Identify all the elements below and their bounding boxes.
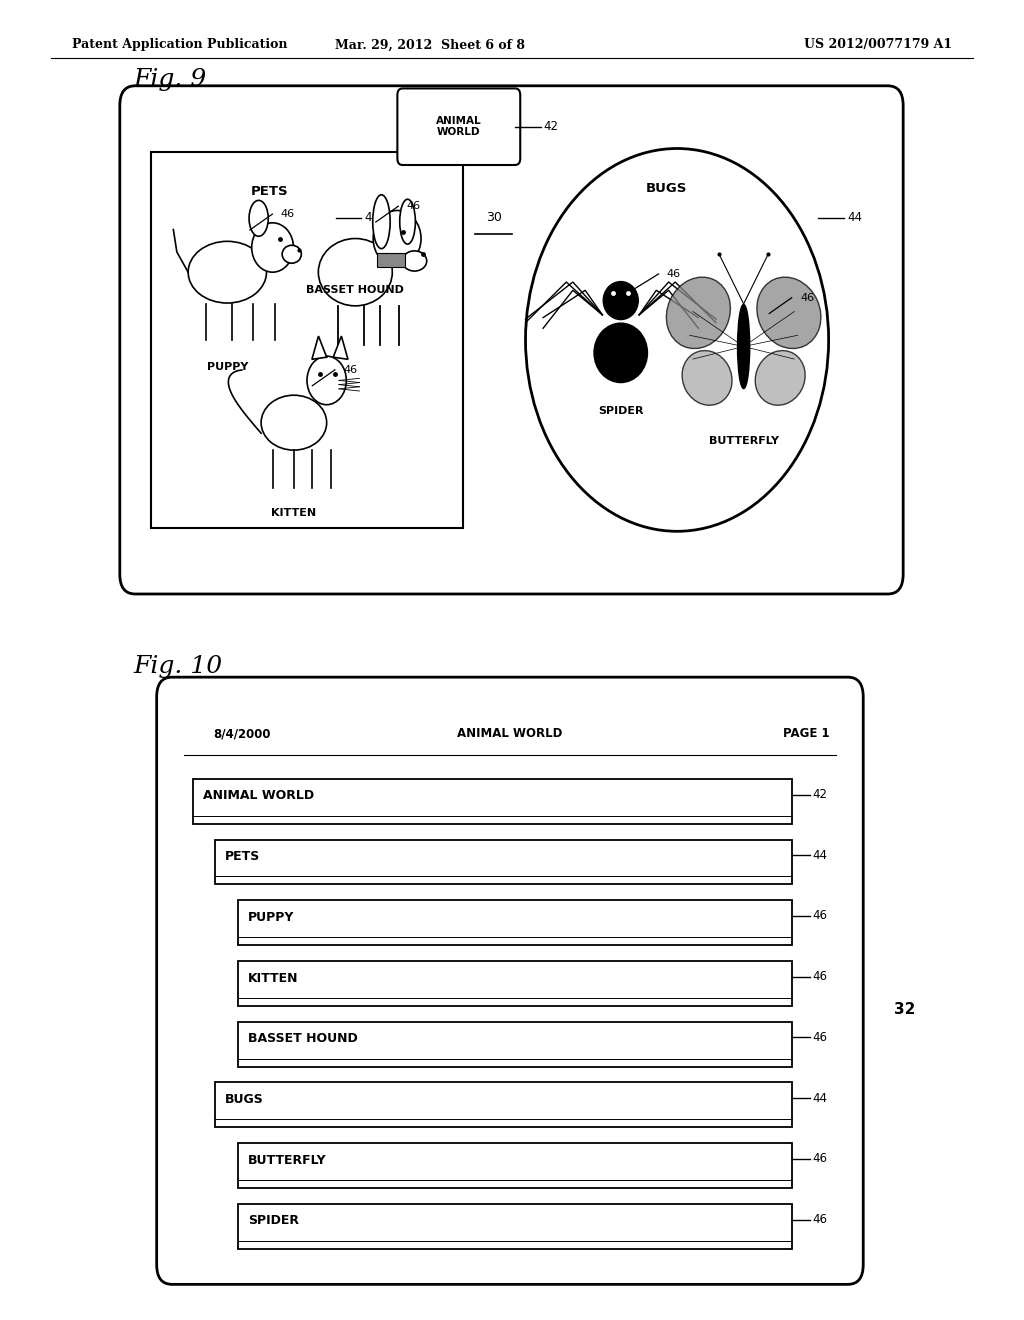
Text: 46: 46 [812,909,827,923]
Polygon shape [333,337,348,359]
Text: US 2012/0077179 A1: US 2012/0077179 A1 [804,38,952,51]
Text: 44: 44 [812,1092,827,1105]
Bar [215,1082,792,1127]
FancyBboxPatch shape [120,86,903,594]
Text: 44: 44 [812,849,827,862]
Text: 42: 42 [812,788,827,801]
Bar [238,1143,792,1188]
Text: 8/4/2000: 8/4/2000 [213,727,270,741]
Text: 44: 44 [847,211,862,224]
Text: 46: 46 [281,209,295,219]
Text: PAGE 1: PAGE 1 [782,727,829,741]
Bar [151,152,463,528]
Text: PETS: PETS [225,850,260,863]
Text: 46: 46 [812,970,827,983]
Bar [238,1022,792,1067]
Ellipse shape [261,395,327,450]
Text: KITTEN: KITTEN [271,508,316,519]
Text: KITTEN: KITTEN [248,972,298,985]
Text: 32: 32 [894,1002,914,1016]
Text: BUGS: BUGS [646,182,687,195]
Text: Fig. 9: Fig. 9 [133,67,207,91]
Text: 46: 46 [812,1031,827,1044]
Bar [238,1204,792,1249]
Ellipse shape [399,199,416,244]
Bar [377,253,404,267]
Text: Patent Application Publication: Patent Application Publication [72,38,287,51]
Ellipse shape [525,149,828,532]
Ellipse shape [307,356,346,405]
Ellipse shape [249,201,268,236]
Text: BASSET HOUND: BASSET HOUND [306,285,404,296]
Text: 46: 46 [407,201,421,211]
Text: ANIMAL
WORLD: ANIMAL WORLD [436,116,481,137]
Ellipse shape [373,210,421,267]
Text: SPIDER: SPIDER [248,1214,299,1228]
Ellipse shape [737,305,750,388]
Ellipse shape [756,351,805,405]
Text: 42: 42 [544,120,559,133]
Ellipse shape [594,323,647,383]
Ellipse shape [667,277,730,348]
Text: Fig. 10: Fig. 10 [133,655,222,678]
Text: BASSET HOUND: BASSET HOUND [248,1032,357,1045]
Ellipse shape [283,246,301,263]
Text: 46: 46 [667,269,681,279]
Text: SPIDER: SPIDER [598,407,643,416]
Text: PETS: PETS [251,185,288,198]
Bar [215,840,792,884]
Ellipse shape [757,277,821,348]
Ellipse shape [402,251,427,271]
Polygon shape [312,337,327,359]
Ellipse shape [373,195,390,248]
Text: PUPPY: PUPPY [248,911,294,924]
FancyBboxPatch shape [397,88,520,165]
Ellipse shape [188,242,266,304]
Text: PUPPY: PUPPY [207,362,248,372]
Text: 30: 30 [485,211,502,224]
Text: 44: 44 [365,211,380,224]
Text: ANIMAL WORLD: ANIMAL WORLD [458,727,562,741]
Ellipse shape [682,351,732,405]
Ellipse shape [252,223,294,272]
Text: 46: 46 [343,364,357,375]
Text: 46: 46 [800,293,814,302]
Bar [238,900,792,945]
Text: Mar. 29, 2012  Sheet 6 of 8: Mar. 29, 2012 Sheet 6 of 8 [335,38,525,51]
Ellipse shape [603,281,638,319]
Text: 46: 46 [812,1152,827,1166]
Bar [238,961,792,1006]
Bar [193,779,792,824]
Text: 46: 46 [812,1213,827,1226]
Text: ANIMAL WORLD: ANIMAL WORLD [203,789,314,803]
Text: BUTTERFLY: BUTTERFLY [248,1154,327,1167]
Text: BUTTERFLY: BUTTERFLY [709,436,778,446]
FancyBboxPatch shape [157,677,863,1284]
Text: BUGS: BUGS [225,1093,264,1106]
Ellipse shape [318,239,392,306]
